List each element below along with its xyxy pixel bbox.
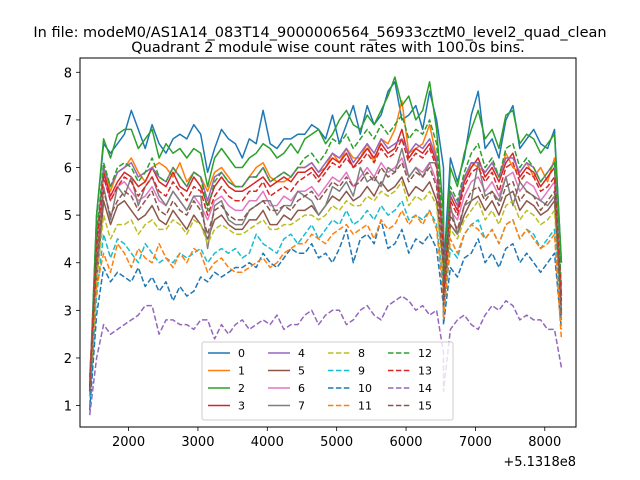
legend-box [201, 341, 454, 421]
y-tick-label: 6 [64, 162, 72, 177]
legend-label-12: 12 [418, 347, 432, 360]
series-layer [88, 76, 563, 416]
y-tick-label: 2 [64, 352, 72, 367]
legend-label-1: 1 [238, 365, 245, 378]
chart-title: Quadrant 2 module wise count rates with … [131, 40, 525, 56]
legend-label-8: 8 [358, 347, 365, 360]
series-line-5 [88, 176, 563, 397]
y-tick-label: 1 [64, 400, 72, 415]
x-tick-label: 7000 [459, 435, 492, 450]
legend-label-3: 3 [238, 400, 245, 413]
x-tick-label: 4000 [251, 435, 284, 450]
series-line-12 [88, 114, 563, 392]
series-line-7 [88, 147, 563, 392]
series-line-1 [88, 100, 563, 392]
series-line-8 [88, 181, 563, 397]
x-tick-label: 6000 [389, 435, 422, 450]
y-tick-label: 4 [64, 257, 72, 272]
legend-label-13: 13 [418, 365, 432, 378]
series-line-9 [88, 200, 563, 406]
legend-label-5: 5 [298, 365, 305, 378]
y-tick-label: 3 [64, 304, 72, 319]
legend-label-6: 6 [298, 382, 305, 395]
legend-label-4: 4 [298, 347, 305, 360]
y-tick-label: 7 [64, 114, 72, 129]
legend-label-2: 2 [238, 382, 245, 395]
series-line-2 [88, 76, 563, 387]
series-line-10 [88, 219, 563, 411]
y-axis: 1 2 3 4 5 6 7 8 [64, 66, 80, 415]
series-line-0 [88, 81, 563, 397]
y-tick-label: 5 [64, 209, 72, 224]
x-offset-label: +5.1318e8 [503, 455, 576, 470]
series-line-15 [88, 161, 563, 392]
legend-label-15: 15 [418, 400, 432, 413]
x-tick-label: 5000 [320, 435, 353, 450]
series-line-13 [88, 138, 563, 387]
y-tick-label: 8 [64, 66, 72, 81]
x-tick-label: 3000 [181, 435, 214, 450]
chart-suptitle: In file: modeM0/AS1A14_083T14_9000006564… [33, 25, 606, 41]
legend-label-9: 9 [358, 365, 365, 378]
axes-frame [79, 57, 577, 428]
series-line-4 [88, 138, 563, 387]
legend-label-10: 10 [358, 382, 372, 395]
legend-label-14: 14 [418, 382, 432, 395]
series-line-14 [88, 295, 563, 416]
x-tick-label: 2000 [112, 435, 145, 450]
x-tick-label: 8000 [528, 435, 561, 450]
x-axis: 2000 3000 4000 5000 6000 7000 8000 [112, 427, 561, 450]
series-line-11 [88, 209, 563, 392]
legend-label-7: 7 [298, 400, 305, 413]
legend-label-11: 11 [358, 400, 372, 413]
legend-label-0: 0 [238, 347, 245, 360]
